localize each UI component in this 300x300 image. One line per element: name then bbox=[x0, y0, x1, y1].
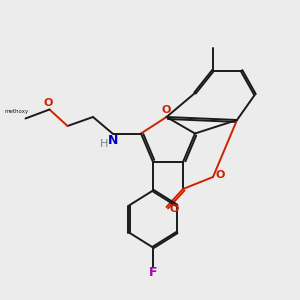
Text: F: F bbox=[149, 266, 157, 279]
Text: O: O bbox=[43, 98, 53, 108]
Text: N: N bbox=[108, 134, 118, 147]
Text: O: O bbox=[162, 105, 171, 116]
Text: methoxy: methoxy bbox=[5, 110, 29, 114]
Text: O: O bbox=[216, 170, 225, 181]
Text: O: O bbox=[169, 203, 179, 214]
Text: H: H bbox=[100, 139, 108, 149]
